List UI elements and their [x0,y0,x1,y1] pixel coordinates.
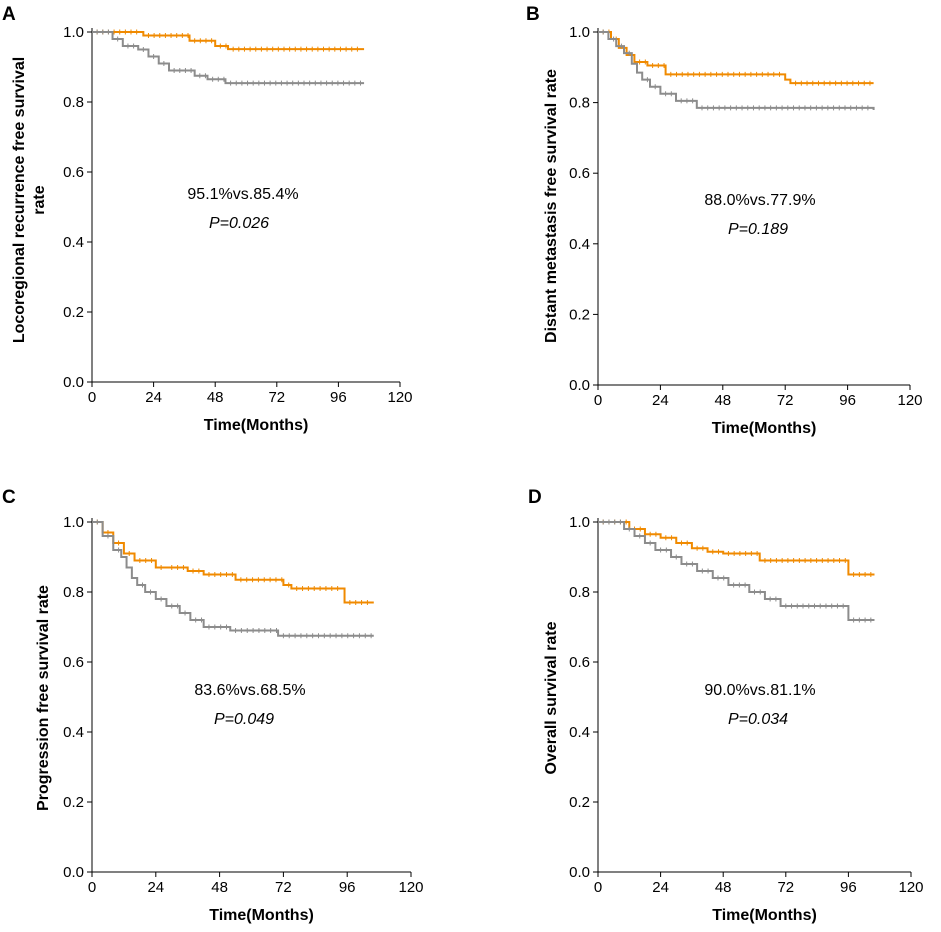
x-tick-label: 72 [777,392,794,409]
km-curve-orange [598,31,874,85]
panel-label: D [528,487,542,508]
y-tick-label: 0.2 [569,306,590,323]
y-tick-label: 0.6 [569,165,590,182]
y-tick-label: 0.4 [569,236,590,253]
y-tick-label: 0.4 [63,724,84,741]
x-tick-label: 0 [594,392,602,409]
x-tick-label: 48 [207,389,224,406]
x-tick-label: 0 [594,879,602,896]
panel-label: A [2,4,16,25]
x-axis-title: Time(Months) [204,417,309,434]
y-tick-label: 0.6 [63,654,84,671]
x-tick-label: 24 [147,879,164,896]
y-tick-label: 0.2 [63,304,84,321]
censor-marks-orange [96,519,368,605]
x-tick-label: 96 [839,392,856,409]
x-tick-label: 96 [840,879,857,896]
x-axis-title: Time(Months) [712,907,817,924]
km-curve-orange [92,31,365,51]
x-tick-label: 48 [715,879,732,896]
x-tick-label: 0 [88,879,96,896]
panel-b: B 0.0 0.2 0.4 0.6 0.8 1.0 0 24 48 72 96 120 Time(Mont… [526,4,923,437]
x-tick-label: 96 [330,389,347,406]
x-tick-label: 24 [145,389,162,406]
km-curve-gray [92,31,365,85]
x-tick-label: 72 [268,389,285,406]
y-tick-label: 1.0 [63,24,84,41]
x-tick-label: 24 [652,879,669,896]
comparison-annotation: 90.0%vs.81.1% [704,682,815,699]
comparison-annotation: 95.1%vs.85.4% [187,186,298,203]
comparison-annotation: 88.0%vs.77.9% [704,192,815,209]
x-tick-label: 48 [211,879,228,896]
comparison-annotation: 83.6%vs.68.5% [194,682,305,699]
censor-marks-gray [602,29,869,111]
p-value: P=0.034 [728,711,788,728]
panel-a: A 0.0 0.2 0.4 0.6 0.8 1.0 0 24 48 72 96 120 Time(Mont… [2,4,413,434]
p-value: P=0.049 [214,711,274,728]
x-tick-label: 120 [398,879,423,896]
x-tick-label: 120 [387,389,412,406]
panel-d: D 0.0 0.2 0.4 0.6 0.8 1.0 0 24 48 72 96 120 Time(Mont… [528,487,924,924]
y-tick-label: 1.0 [63,514,84,531]
y-tick-label: 0.6 [63,164,84,181]
y-tick-label: 0.0 [63,864,84,881]
panel-label: B [526,4,540,25]
y-tick-label: 0.8 [63,94,84,111]
x-tick-label: 48 [714,392,731,409]
y-tick-label: 0.8 [569,584,590,601]
x-tick-label: 0 [88,389,96,406]
y-axis-title: Locoregional recurrence free survival [11,57,28,343]
km-curve-gray [92,521,374,637]
x-tick-label: 72 [777,879,794,896]
y-tick-label: 0.4 [569,724,590,741]
y-tick-label: 0.8 [63,584,84,601]
x-axis-title: Time(Months) [209,907,314,924]
panel-label: C [2,487,16,508]
x-tick-label: 24 [652,392,669,409]
y-tick-label: 0.0 [63,374,84,391]
x-axis-title: Time(Months) [712,420,817,437]
y-tick-label: 0.2 [569,794,590,811]
y-tick-label: 0.2 [63,794,84,811]
x-tick-label: 120 [897,392,922,409]
km-curve-orange [598,521,875,576]
y-tick-label: 1.0 [569,514,590,531]
y-axis-title: rate [31,185,48,214]
y-tick-label: 0.8 [569,95,590,112]
x-tick-label: 96 [339,879,356,896]
y-axis-title: Overall survival rate [543,621,560,774]
censor-marks-gray [96,29,361,86]
censor-marks-gray [96,519,372,639]
x-tick-label: 72 [275,879,292,896]
y-tick-label: 0.0 [569,864,590,881]
y-tick-label: 0.6 [569,654,590,671]
y-axis-title: Progression free survival rate [35,585,52,811]
y-tick-label: 1.0 [569,24,590,41]
km-curve-gray [598,31,875,111]
censor-marks-gray [602,519,872,623]
x-tick-label: 120 [898,879,923,896]
censor-marks-orange [602,29,871,86]
p-value: P=0.189 [728,221,788,238]
y-tick-label: 0.4 [63,234,84,251]
panel-c: C 0.0 0.2 0.4 0.6 0.8 1.0 0 24 48 72 96 120 Time(Mont… [2,487,424,924]
y-axis-title: Distant metastasis free survival rate [543,69,560,343]
y-tick-label: 0.0 [569,377,590,394]
p-value: P=0.026 [209,215,269,232]
